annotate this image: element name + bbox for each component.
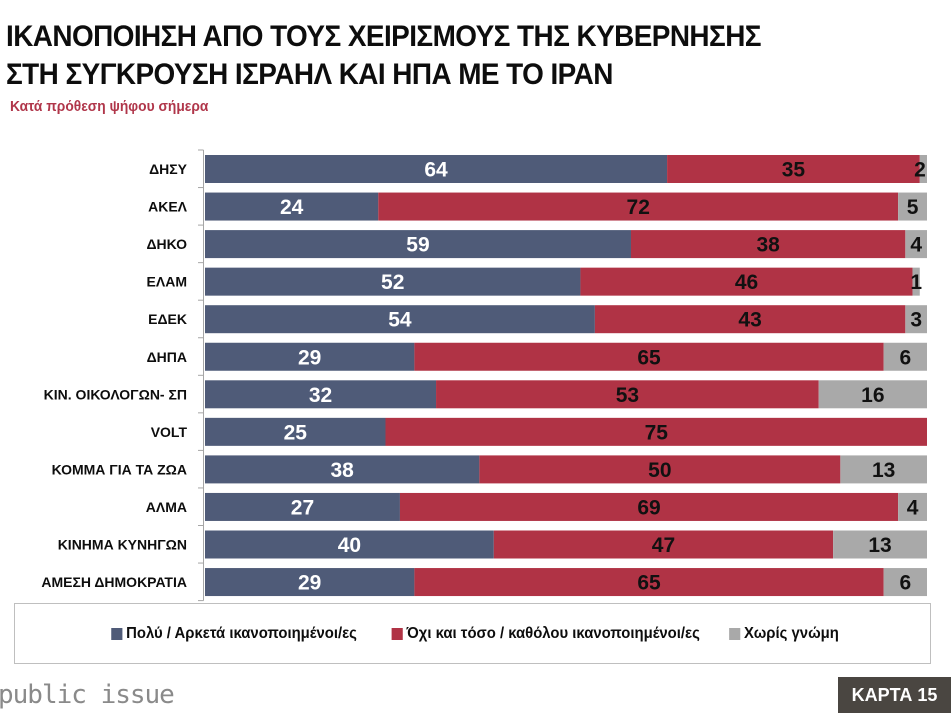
bar-segment-series-0 [205, 192, 379, 221]
subtitle: Κατά πρόθεση ψήφου σήμερα [10, 98, 209, 115]
data-label-series-1: 53 [616, 384, 639, 407]
bar-segment-series-2 [883, 342, 927, 371]
bar-segment-series-0 [205, 455, 480, 484]
data-label-series-2: 5 [907, 196, 919, 219]
title-line-2: ΣΤΗ ΣΥΓΚΡΟΥΣΗ ΙΣΡΑΗΛ ΚΑΙ ΗΠΑ ΜΕ ΤΟ ΙΡΑΝ [6, 58, 613, 91]
data-label-series-1: 75 [645, 421, 669, 444]
data-label-series-0: 27 [291, 496, 314, 519]
data-label-series-1: 35 [782, 159, 806, 182]
category-label: ΑΚΕΛ [148, 199, 188, 215]
data-label-series-2: 6 [899, 346, 911, 369]
data-label-series-0: 59 [406, 234, 429, 257]
brand-logo-text: public issue [0, 680, 175, 710]
category-label: ΕΔΕΚ [148, 311, 187, 327]
legend-label-no-opinion: Χωρίς γνώμη [744, 624, 840, 642]
title-line-1: ΙΚΑΝΟΠΟΙΗΣΗ ΑΠΟ ΤΟΥΣ ΧΕΙΡΙΣΜΟΥΣ ΤΗΣ ΚΥΒΕ… [6, 20, 762, 53]
legend-swatch-not-satisfied [391, 627, 403, 640]
bar-segment-series-1 [378, 192, 899, 221]
bar-segment-series-0 [205, 342, 415, 371]
data-label-series-2: 16 [861, 384, 884, 407]
bar-segment-series-1 [399, 492, 899, 521]
bar-segment-series-1 [594, 305, 906, 334]
data-label-series-2: 1 [910, 271, 922, 294]
data-label-series-0: 38 [331, 459, 355, 482]
data-label-series-0: 29 [298, 572, 321, 595]
data-label-series-1: 69 [637, 496, 660, 519]
data-label-series-2: 4 [910, 234, 922, 257]
bar-segment-series-2 [898, 492, 927, 521]
bar-segment-series-1 [493, 530, 834, 559]
legend-swatch-no-opinion [729, 627, 741, 640]
bar-segment-series-1 [385, 417, 927, 446]
category-label: ΔΗΚΟ [146, 236, 187, 252]
bar-segment-series-2 [905, 230, 927, 259]
legend-label-satisfied: Πολύ / Αρκετά ικανοποιημένοι/ες [125, 624, 357, 642]
data-label-series-0: 25 [284, 421, 308, 444]
legend-label-not-satisfied: Όχι και τόσο / καθόλου ικανοποιημένοι/ες [406, 624, 700, 642]
bar-segment-series-2 [912, 267, 920, 296]
category-label: ΚΟΜΜΑ ΓΙΑ ΤΑ ΖΩΑ [52, 461, 187, 477]
bar-segment-series-2 [919, 155, 927, 183]
legend-item-satisfied: Πολύ / Αρκετά ικανοποιημένοι/ες [110, 624, 357, 643]
bar-segment-series-1 [667, 155, 920, 183]
bar-segment-series-0 [205, 267, 581, 296]
bar-segment-series-0 [205, 568, 415, 597]
bar-segment-series-0 [205, 530, 494, 559]
category-label: ΑΜΕΣΗ ΔΗΜΟΚΡΑΤΙΑ [41, 574, 187, 590]
category-label: ΚΙΝΗΜΑ ΚΥΝΗΓΩΝ [58, 537, 187, 553]
page-title: ΙΚΑΝΟΠΟΙΗΣΗ ΑΠΟ ΤΟΥΣ ΧΕΙΡΙΣΜΟΥΣ ΤΗΣ ΚΥΒΕ… [6, 18, 762, 94]
bar-segment-series-1 [479, 455, 841, 484]
data-label-series-2: 2 [914, 159, 926, 182]
bar-segment-series-0 [205, 155, 668, 183]
bar-segment-series-2 [840, 455, 927, 484]
card-number-badge: ΚΑΡΤΑ 15 [838, 677, 951, 713]
category-label: ΑΛΜΑ [146, 499, 187, 515]
data-label-series-1: 43 [738, 309, 761, 332]
data-label-series-1: 46 [735, 271, 758, 294]
bar-segment-series-1 [580, 267, 913, 296]
category-label: ΚΙΝ. ΟΙΚΟΛΟΓΩΝ- ΣΠ [44, 386, 187, 402]
data-label-series-1: 65 [637, 572, 661, 595]
legend-item-not-satisfied: Όχι και τόσο / καθόλου ικανοποιημένοι/ες [391, 624, 700, 643]
data-label-series-1: 47 [652, 534, 675, 557]
bar-segment-series-1 [414, 342, 884, 371]
category-label: ΔΗΣΥ [149, 161, 188, 177]
data-label-series-0: 64 [424, 159, 448, 182]
data-label-series-0: 54 [388, 309, 412, 332]
bar-segment-series-1 [630, 230, 906, 259]
data-label-series-0: 24 [280, 196, 304, 219]
legend: Πολύ / Αρκετά ικανοποιημένοι/ες Όχι και … [14, 603, 931, 664]
data-label-series-1: 50 [648, 459, 671, 482]
bar-segment-series-1 [414, 568, 884, 597]
category-label: ΔΗΠΑ [147, 349, 187, 365]
category-label: VOLT [151, 424, 188, 440]
bar-segment-series-2 [818, 380, 927, 409]
data-label-series-1: 72 [627, 196, 650, 219]
data-label-series-1: 65 [637, 346, 661, 369]
bar-segment-series-2 [883, 568, 927, 597]
legend-item-no-opinion: Χωρίς γνώμη [729, 625, 839, 643]
bar-segment-series-2 [905, 305, 927, 334]
data-label-series-2: 4 [907, 496, 919, 519]
data-label-series-1: 38 [756, 234, 780, 257]
bar-segment-series-0 [205, 492, 400, 521]
bar-segment-series-0 [205, 230, 631, 259]
bar-segment-series-0 [205, 305, 595, 334]
bar-segment-series-0 [205, 380, 437, 409]
data-label-series-0: 40 [338, 534, 361, 557]
data-label-series-2: 13 [872, 459, 895, 482]
legend-swatch-satisfied [110, 627, 123, 640]
bar-segment-series-2 [898, 192, 927, 221]
bar-segment-series-1 [436, 380, 819, 409]
data-label-series-2: 13 [868, 534, 891, 557]
category-label: ΕΛΑΜ [147, 274, 187, 290]
data-label-series-2: 3 [910, 309, 922, 332]
bar-segment-series-2 [833, 530, 927, 559]
data-label-series-0: 32 [309, 384, 332, 407]
bar-segment-series-0 [205, 417, 386, 446]
data-label-series-2: 6 [899, 572, 911, 595]
data-label-series-0: 52 [381, 271, 404, 294]
data-label-series-0: 29 [298, 346, 321, 369]
